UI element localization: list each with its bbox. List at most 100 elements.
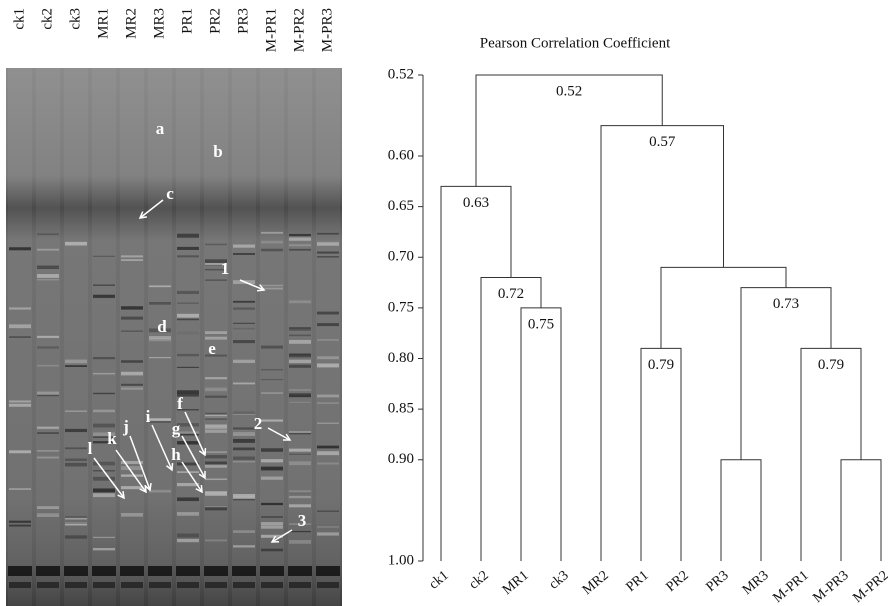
annotation-arrowhead: [282, 433, 292, 441]
annotation: l: [88, 439, 93, 458]
merge-label: 0.79: [648, 357, 674, 373]
annotation-arrowhead: [165, 462, 174, 472]
dendrogram: 0.52 0.60 0.65 0.70 0.75 0.80 0.85 0.90 1.00 ck1 c…: [388, 66, 888, 606]
gel-band: [289, 523, 311, 525]
gel-band: [9, 582, 31, 588]
gel-band: [65, 462, 87, 467]
gel-band: [289, 233, 311, 237]
gel-band: [93, 294, 115, 298]
gel-band: [233, 433, 255, 436]
gel-band: [317, 451, 339, 456]
y-tick-label: 0.80: [388, 350, 414, 366]
lane-label: MR3: [151, 8, 167, 39]
gel-band: [317, 510, 339, 512]
gel-band: [177, 441, 199, 445]
merge-label: 0.52: [556, 83, 582, 99]
gel-band: [9, 307, 31, 310]
gel-band: [65, 516, 87, 518]
gel-band: [149, 301, 171, 305]
gel-band: [9, 403, 31, 407]
merge-label: 0.73: [773, 296, 799, 312]
annotation-arrowhead: [139, 484, 147, 494]
gel-band: [92, 566, 116, 576]
merge-label: 0.75: [528, 316, 554, 332]
leaf-label: ck3: [547, 568, 572, 592]
gel-band: [205, 279, 227, 281]
gel-band: [233, 447, 255, 451]
gel-band: [65, 458, 87, 461]
gel-band: [261, 502, 283, 506]
merge-label: 0.72: [498, 286, 524, 302]
gel-bands: [8, 68, 340, 606]
leaf-label: ck2: [467, 568, 492, 592]
annotation-arrow: [184, 411, 206, 456]
gel-band: [177, 366, 199, 368]
gel-band: [8, 566, 32, 576]
annotation: i: [146, 407, 151, 426]
gel-band: [65, 518, 87, 520]
gel-band: [233, 359, 255, 364]
annotation-arrow: [181, 461, 203, 493]
y-tick-label: 0.60: [388, 147, 414, 163]
gel-band: [37, 279, 59, 281]
gel-band: [289, 359, 311, 364]
dendrogram-link: [520, 307, 562, 561]
lane-label: MR1: [95, 8, 111, 39]
gel-band: [36, 566, 60, 576]
gel-band: [317, 311, 339, 315]
y-tick-label: 1.00: [388, 552, 414, 568]
leaf-label: PR1: [624, 568, 652, 595]
gel-band: [9, 488, 31, 490]
dendrogram-link: [740, 287, 832, 460]
annotation: e: [208, 339, 216, 358]
annotation-arrowhead: [144, 482, 152, 492]
gel-band: [65, 410, 87, 412]
annotation: 2: [254, 414, 263, 433]
gel-band: [93, 488, 115, 493]
gel-band: [317, 422, 339, 424]
lane-label: ck2: [39, 8, 55, 30]
gel-band: [289, 353, 311, 356]
gel-band: [177, 512, 199, 516]
gel-band: [120, 566, 144, 576]
gel-band: [177, 431, 199, 434]
gel-band: [37, 265, 59, 270]
gel-lane: [316, 68, 340, 606]
gel-band: [317, 402, 339, 404]
gel-band: [37, 233, 59, 236]
gel-band: [205, 331, 227, 335]
gel-band: [232, 566, 256, 576]
gel-band: [233, 411, 255, 415]
gel-band: [289, 300, 311, 304]
gel-band: [205, 414, 227, 419]
gel-band: [233, 244, 255, 248]
gel-band: [177, 290, 199, 295]
gel-band: [233, 496, 255, 501]
gel-band: [233, 494, 255, 498]
gel-band: [261, 345, 283, 349]
dendrogram-link: [840, 459, 882, 561]
leaf-label: M-PR1: [770, 568, 811, 606]
gel-band: [37, 346, 59, 349]
lane-label: PR1: [179, 8, 195, 34]
gel-band: [317, 363, 339, 368]
annotation: b: [213, 142, 222, 161]
gel-band: [37, 456, 59, 459]
gel-band: [9, 247, 31, 251]
gel-band: [289, 530, 311, 533]
annotation: h: [171, 445, 181, 464]
lane-label: M-PR2: [291, 8, 307, 52]
gel-band: [317, 526, 339, 528]
annotation-arrow: [93, 457, 125, 499]
gel-band: [205, 582, 227, 588]
gel-band: [37, 364, 59, 367]
gel-band: [233, 427, 255, 431]
gel-band: [177, 533, 199, 538]
gel-band: [149, 357, 171, 359]
gel-band: [233, 411, 255, 414]
gel-lane: [120, 68, 144, 606]
gel-band: [149, 328, 171, 333]
gel-band: [233, 429, 255, 434]
y-tick-label: 0.65: [388, 198, 414, 214]
gel-band: [261, 522, 283, 526]
